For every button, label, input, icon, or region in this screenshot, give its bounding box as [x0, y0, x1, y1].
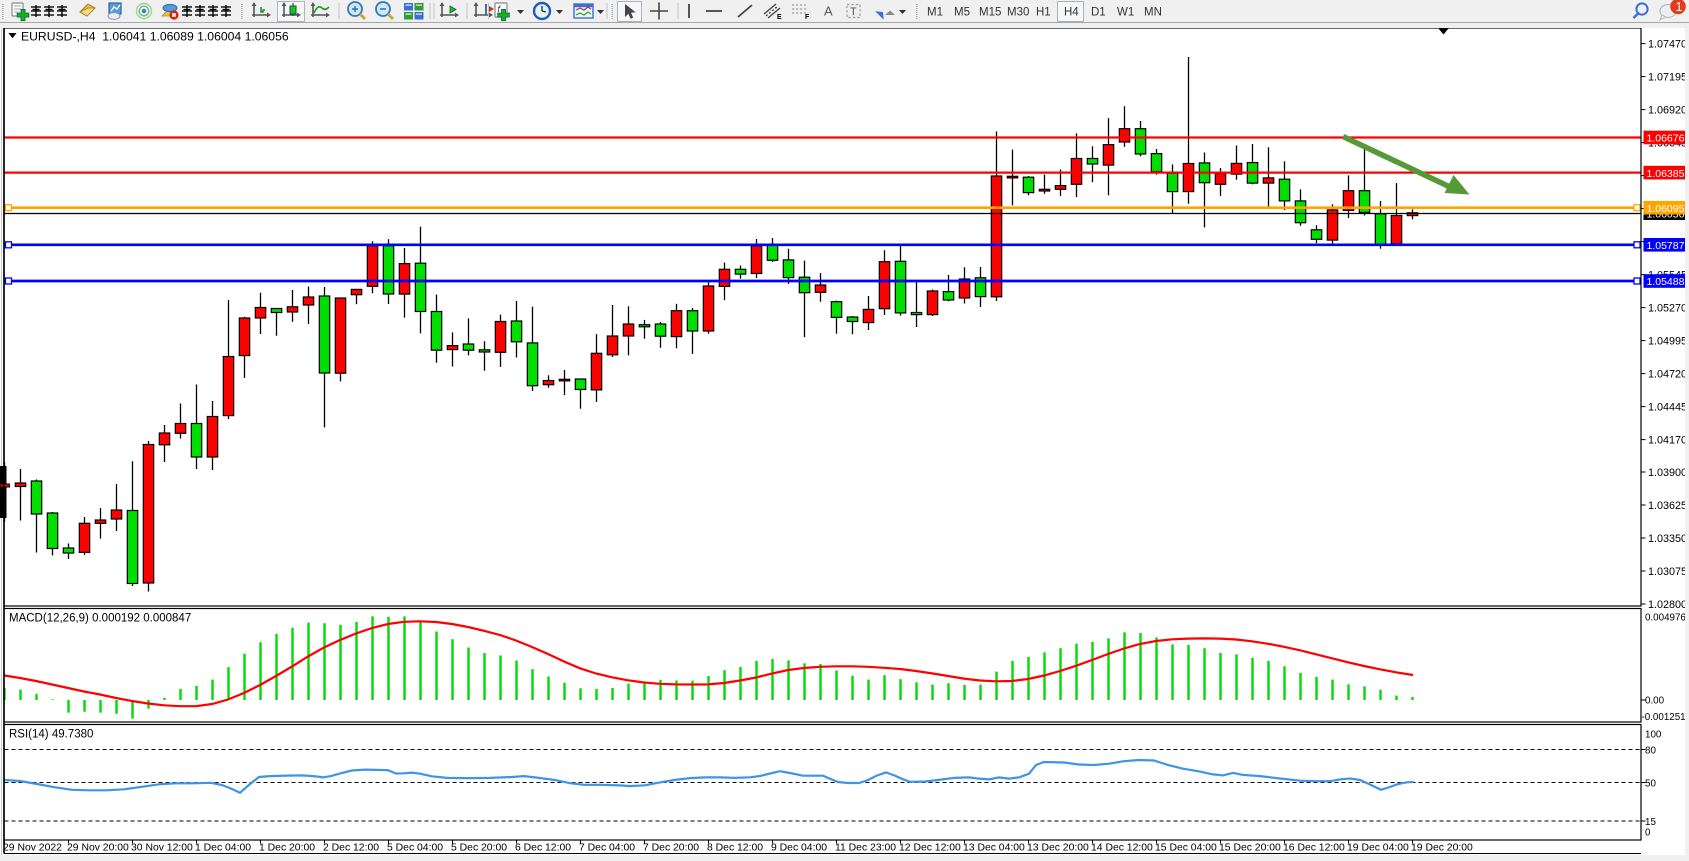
svg-text:f: f — [498, 4, 502, 14]
svg-text:15 Dec 20:00: 15 Dec 20:00 — [1219, 843, 1281, 854]
svg-text:12 Dec 12:00: 12 Dec 12:00 — [899, 843, 961, 854]
svg-text:W1: W1 — [1117, 7, 1134, 19]
svg-text:9 Dec 04:00: 9 Dec 04:00 — [771, 843, 827, 854]
svg-text:EURUSD-,H4 1.06041 1.06089 1.: EURUSD-,H4 1.06041 1.06089 1.06004 1.060… — [21, 30, 289, 44]
svg-text:50: 50 — [1645, 779, 1656, 790]
svg-text:2 Dec 12:00: 2 Dec 12:00 — [323, 843, 379, 854]
svg-text:E: E — [777, 14, 782, 21]
svg-text:1.04170: 1.04170 — [1648, 435, 1687, 447]
svg-text:1.07195: 1.07195 — [1648, 72, 1687, 84]
svg-text:15: 15 — [1645, 817, 1656, 828]
svg-text:MN: MN — [1144, 7, 1162, 19]
svg-text:1.05270: 1.05270 — [1648, 303, 1687, 315]
svg-text:7 Dec 04:00: 7 Dec 04:00 — [579, 843, 635, 854]
svg-text:5 Dec 04:00: 5 Dec 04:00 — [387, 843, 443, 854]
svg-text:1: 1 — [1676, 0, 1683, 14]
svg-text:-0.001251: -0.001251 — [1642, 712, 1686, 723]
svg-text:F: F — [805, 14, 810, 21]
svg-text:D1: D1 — [1091, 7, 1106, 19]
svg-text:0.00: 0.00 — [1645, 696, 1665, 707]
svg-text:8 Dec 12:00: 8 Dec 12:00 — [707, 843, 763, 854]
svg-text:1.06095: 1.06095 — [1647, 203, 1685, 215]
svg-text:80: 80 — [1645, 746, 1656, 757]
svg-text:14 Dec 12:00: 14 Dec 12:00 — [1091, 843, 1153, 854]
svg-text:A: A — [824, 4, 833, 19]
svg-text:16 Dec 12:00: 16 Dec 12:00 — [1283, 843, 1345, 854]
svg-text:11 Dec 23:00: 11 Dec 23:00 — [835, 843, 896, 854]
svg-text:1.03900: 1.03900 — [1648, 467, 1687, 479]
svg-text:T: T — [850, 6, 857, 18]
svg-text:1.06920: 1.06920 — [1648, 105, 1687, 117]
svg-text:0.004976: 0.004976 — [1645, 613, 1686, 624]
svg-text:1.07470: 1.07470 — [1648, 39, 1687, 51]
svg-text:1.03350: 1.03350 — [1648, 533, 1687, 545]
svg-text:H1: H1 — [1036, 7, 1051, 19]
svg-text:1.04720: 1.04720 — [1648, 369, 1687, 381]
svg-text:5 Dec 20:00: 5 Dec 20:00 — [451, 843, 507, 854]
svg-text:M15: M15 — [979, 7, 1001, 19]
svg-text:6 Dec 12:00: 6 Dec 12:00 — [515, 843, 571, 854]
svg-text:1.02800: 1.02800 — [1648, 599, 1687, 611]
svg-text:15 Dec 04:00: 15 Dec 04:00 — [1155, 843, 1217, 854]
svg-text:1.04995: 1.04995 — [1648, 336, 1687, 348]
svg-text:100: 100 — [1645, 730, 1662, 741]
svg-text:MACD(12,26,9) 0.000192 0.00084: MACD(12,26,9) 0.000192 0.000847 — [9, 613, 191, 625]
svg-text:1.04445: 1.04445 — [1648, 402, 1687, 414]
svg-text:30 Nov 12:00: 30 Nov 12:00 — [131, 843, 193, 854]
svg-text:1.06676: 1.06676 — [1647, 133, 1685, 145]
svg-text:29 Nov 20:00: 29 Nov 20:00 — [67, 843, 129, 854]
svg-text:19 Dec 04:00: 19 Dec 04:00 — [1347, 843, 1409, 854]
svg-text:7 Dec 20:00: 7 Dec 20:00 — [643, 843, 699, 854]
svg-text:29 Nov 2022: 29 Nov 2022 — [3, 843, 62, 854]
svg-text:1 Dec 20:00: 1 Dec 20:00 — [259, 843, 315, 854]
svg-text:RSI(14) 49.7380: RSI(14) 49.7380 — [9, 729, 93, 741]
svg-text:M5: M5 — [954, 7, 970, 19]
svg-text:1.05787: 1.05787 — [1647, 240, 1685, 252]
svg-text:H4: H4 — [1064, 7, 1079, 19]
svg-text:1.06385: 1.06385 — [1647, 168, 1685, 180]
svg-text:1 Dec 04:00: 1 Dec 04:00 — [195, 843, 251, 854]
svg-text:0: 0 — [1645, 828, 1651, 839]
svg-text:1.03625: 1.03625 — [1648, 500, 1687, 512]
svg-text:13 Dec 20:00: 13 Dec 20:00 — [1027, 843, 1089, 854]
svg-text:M30: M30 — [1007, 7, 1029, 19]
svg-text:13 Dec 04:00: 13 Dec 04:00 — [963, 843, 1025, 854]
svg-text:M1: M1 — [927, 7, 943, 19]
svg-text:19 Dec 20:00: 19 Dec 20:00 — [1411, 843, 1473, 854]
svg-text:1.05488: 1.05488 — [1647, 276, 1685, 288]
svg-text:1.03075: 1.03075 — [1648, 566, 1687, 578]
